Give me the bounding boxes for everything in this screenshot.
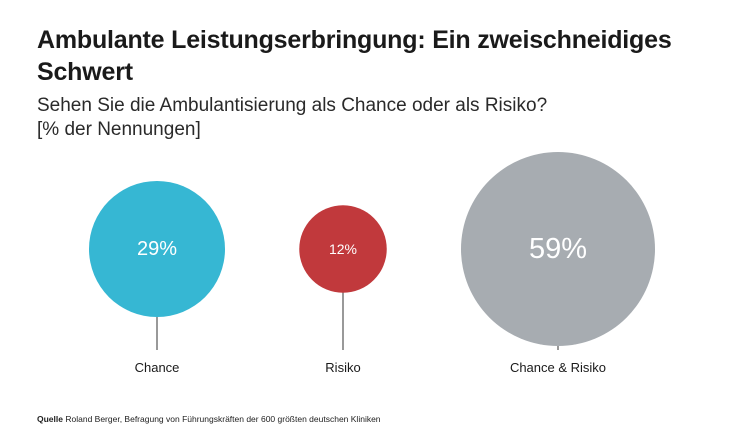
- data-label-chance: 29%: [137, 238, 177, 260]
- bubble-chance: [88, 180, 226, 318]
- data-label-chance-risiko: 59%: [529, 233, 587, 265]
- subtitle-unit: [% der Nennungen]: [37, 119, 201, 140]
- source-text: Roland Berger, Befragung von Führungskrä…: [65, 414, 381, 424]
- category-label-chance-risiko: Chance & Risiko: [510, 360, 606, 375]
- category-label-chance: Chance: [135, 360, 180, 375]
- data-label-risiko: 12%: [329, 241, 357, 257]
- chart-title: Ambulante Leistungserbringung: Ein zweis…: [37, 26, 672, 86]
- source-note: Quelle Roland Berger, Befragung von Führ…: [37, 414, 381, 424]
- bubble-risiko: [299, 205, 387, 293]
- category-label-risiko: Risiko: [325, 360, 360, 375]
- source-label: Quelle: [37, 414, 63, 424]
- chart-subtitle: Sehen Sie die Ambulantisierung als Chanc…: [37, 94, 727, 142]
- bubble-chance-risiko: [461, 152, 655, 346]
- subtitle-question: Sehen Sie die Ambulantisierung als Chanc…: [37, 95, 548, 116]
